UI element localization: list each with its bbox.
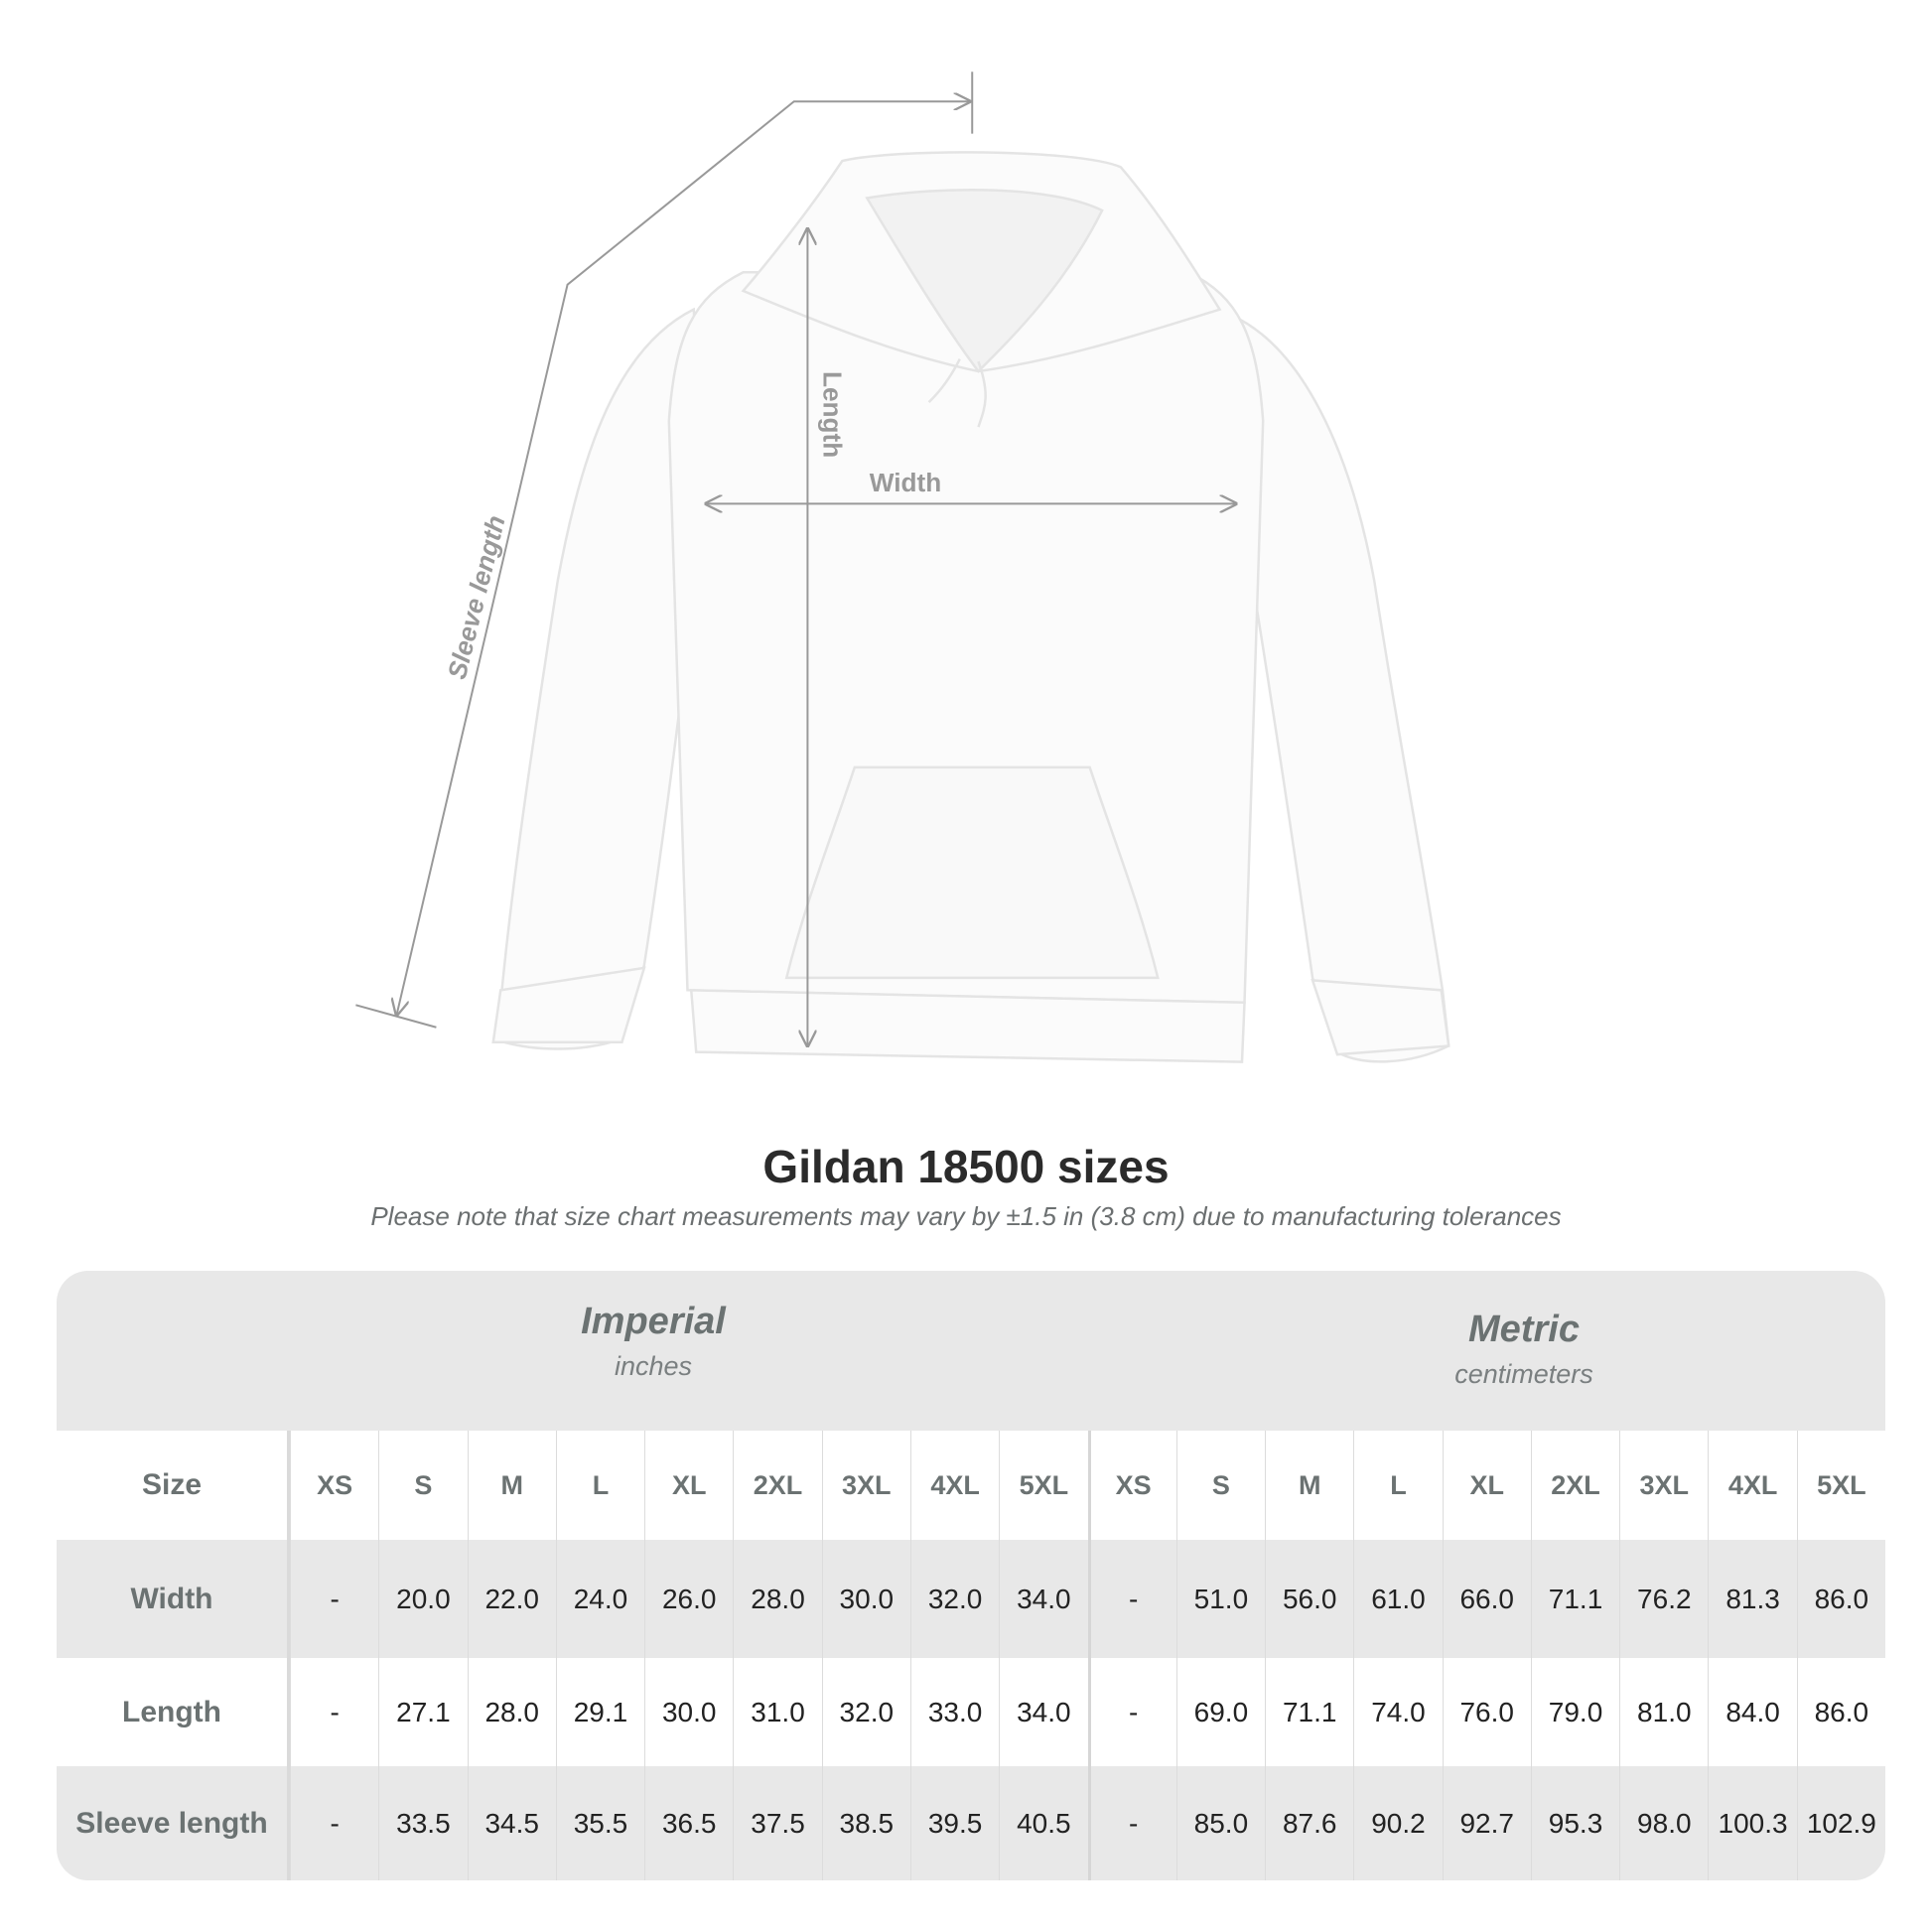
- value-cell: 85.0: [1175, 1766, 1265, 1880]
- size-header-cell: 2XL: [1530, 1431, 1619, 1540]
- value-cell: 24.0: [555, 1540, 644, 1658]
- size-header-cell: 4XL: [1708, 1431, 1796, 1540]
- value-cell: 90.2: [1353, 1766, 1442, 1880]
- value-cell: 71.1: [1530, 1540, 1619, 1658]
- table-row: Width -20.0 22.0 24.0 26.0 28.0 30.0 32.0 34.0-5…: [57, 1540, 1885, 1658]
- size-header-cell: M: [1265, 1431, 1353, 1540]
- value-cell: 27.1: [378, 1658, 467, 1766]
- value-cell: 74.0: [1353, 1658, 1442, 1766]
- value-cell: 39.5: [909, 1766, 999, 1880]
- value-cell: 79.0: [1530, 1658, 1619, 1766]
- size-header-cell: XL: [644, 1431, 733, 1540]
- value-cell: 31.0: [733, 1658, 821, 1766]
- value-cell: 30.0: [644, 1658, 733, 1766]
- value-cell: 87.6: [1265, 1766, 1353, 1880]
- size-row: Size XS S M L XL 2XL 3XL 4XL 5XL XS S M L XL 2XL 3XL 4XL 5…: [57, 1431, 1885, 1540]
- value-cell: -: [1087, 1658, 1176, 1766]
- value-cell: 29.1: [555, 1658, 644, 1766]
- value-cell: 95.3: [1530, 1766, 1619, 1880]
- value-cell: -: [1087, 1540, 1176, 1658]
- value-cell: 76.2: [1619, 1540, 1708, 1658]
- value-cell: 37.5: [733, 1766, 821, 1880]
- size-header-cell: L: [555, 1431, 644, 1540]
- value-cell: 28.0: [733, 1540, 821, 1658]
- size-header-cell: XL: [1442, 1431, 1531, 1540]
- size-header-cell: 3XL: [1619, 1431, 1708, 1540]
- row-label: Width: [57, 1540, 290, 1658]
- value-cell: 33.5: [378, 1766, 467, 1880]
- value-cell: -: [290, 1766, 378, 1880]
- imperial-title: Imperial: [581, 1301, 726, 1342]
- size-header-cell: S: [1175, 1431, 1265, 1540]
- value-cell: 86.0: [1796, 1540, 1885, 1658]
- value-cell: 81.0: [1619, 1658, 1708, 1766]
- table-row: Length -27.1 28.0 29.1 30.0 31.0 32.0 33.0 34.0-…: [57, 1658, 1885, 1766]
- imperial-unit: inches: [614, 1351, 693, 1381]
- value-cell: 102.9: [1796, 1766, 1885, 1880]
- value-cell: 51.0: [1175, 1540, 1265, 1658]
- value-cell: 34.0: [999, 1540, 1087, 1658]
- row-label: Size: [57, 1431, 290, 1540]
- value-cell: 92.7: [1442, 1766, 1531, 1880]
- size-chart-table: Imperial inches Metric centimeters Size X…: [57, 1271, 1885, 1880]
- value-cell: 34.5: [467, 1766, 556, 1880]
- size-header-cell: M: [467, 1431, 556, 1540]
- size-header-cell: 5XL: [999, 1431, 1087, 1540]
- value-cell: 84.0: [1708, 1658, 1796, 1766]
- value-cell: 36.5: [644, 1766, 733, 1880]
- imperial-header: Imperial inches: [306, 1301, 1001, 1382]
- sleeve-length-line: [397, 101, 970, 1015]
- metric-title: Metric: [1468, 1309, 1580, 1350]
- hoodie-measurement-diagram: Length Width Sleeve length: [355, 71, 1450, 1063]
- value-cell: 30.0: [821, 1540, 910, 1658]
- metric-unit: centimeters: [1454, 1359, 1593, 1389]
- value-cell: 56.0: [1265, 1540, 1353, 1658]
- value-cell: -: [290, 1540, 378, 1658]
- size-header-cell: 5XL: [1796, 1431, 1885, 1540]
- value-cell: 26.0: [644, 1540, 733, 1658]
- value-cell: 86.0: [1796, 1658, 1885, 1766]
- value-cell: 35.5: [555, 1766, 644, 1880]
- value-cell: 34.0: [999, 1658, 1087, 1766]
- size-header-cell: S: [378, 1431, 467, 1540]
- sleeve-bottom-tick: [355, 1004, 437, 1029]
- sleeve-length-label: Sleeve length: [442, 512, 511, 682]
- value-cell: 71.1: [1265, 1658, 1353, 1766]
- value-cell: 22.0: [467, 1540, 556, 1658]
- size-header-cell: 3XL: [821, 1431, 910, 1540]
- hoodie-image: [491, 151, 1450, 1063]
- value-cell: 33.0: [909, 1658, 999, 1766]
- value-cell: 32.0: [821, 1658, 910, 1766]
- value-cell: 81.3: [1708, 1540, 1796, 1658]
- size-header-cell: 4XL: [909, 1431, 999, 1540]
- row-label: Length: [57, 1658, 290, 1766]
- width-label: Width: [870, 468, 941, 497]
- value-cell: 69.0: [1175, 1658, 1265, 1766]
- metric-header: Metric centimeters: [1176, 1309, 1871, 1390]
- value-cell: 98.0: [1619, 1766, 1708, 1880]
- value-cell: 28.0: [467, 1658, 556, 1766]
- table-row: Sleeve length -33.5 34.5 35.5 36.5 37.5 38.5 39…: [57, 1766, 1885, 1880]
- page-title: Gildan 18500 sizes: [762, 1141, 1170, 1192]
- value-cell: -: [1087, 1766, 1176, 1880]
- row-label: Sleeve length: [57, 1766, 290, 1880]
- value-cell: 20.0: [378, 1540, 467, 1658]
- table-header: Imperial inches Metric centimeters: [57, 1271, 1885, 1431]
- value-cell: 32.0: [909, 1540, 999, 1658]
- size-header-cell: L: [1353, 1431, 1442, 1540]
- size-header-cell: 2XL: [733, 1431, 821, 1540]
- value-cell: 61.0: [1353, 1540, 1442, 1658]
- measurement-lines: [355, 71, 1235, 1045]
- length-label: Length: [818, 371, 848, 458]
- value-cell: 66.0: [1442, 1540, 1531, 1658]
- value-cell: 38.5: [821, 1766, 910, 1880]
- value-cell: 76.0: [1442, 1658, 1531, 1766]
- value-cell: -: [290, 1658, 378, 1766]
- value-cell: 40.5: [999, 1766, 1087, 1880]
- size-header-cell: XS: [1087, 1431, 1176, 1540]
- value-cell: 100.3: [1708, 1766, 1796, 1880]
- tolerance-note: Please note that size chart measurements…: [370, 1201, 1562, 1231]
- size-header-cell: XS: [290, 1431, 378, 1540]
